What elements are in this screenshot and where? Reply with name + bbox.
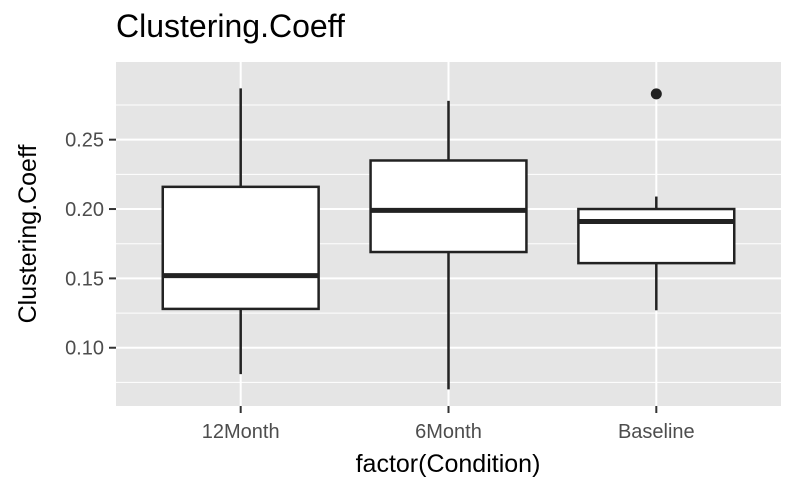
box-body (369, 159, 528, 254)
x-tick-label: 6Month (415, 421, 482, 443)
y-axis: 0.10 0.15 0.20 0.25 (65, 130, 116, 360)
x-tick-label: 12Month (202, 421, 280, 443)
box-body (161, 185, 320, 311)
box-body (577, 207, 736, 265)
box-Baseline (577, 88, 736, 311)
chart-title: Clustering.Coeff (116, 8, 345, 44)
y-tick-label: 0.25 (65, 130, 104, 152)
outlier-point (650, 88, 662, 100)
x-axis-title: factor(Condition) (356, 450, 541, 478)
y-tick-label: 0.10 (65, 338, 104, 360)
y-tick-label: 0.15 (65, 268, 104, 290)
y-tick-label: 0.20 (65, 199, 104, 221)
box-6Month (369, 100, 528, 390)
boxes-layer (161, 88, 736, 390)
y-axis-title: Clustering.Coeff (14, 145, 42, 324)
x-axis: 12Month 6Month Baseline (202, 406, 695, 443)
box-12Month (161, 88, 320, 375)
x-tick-label: Baseline (618, 421, 695, 443)
